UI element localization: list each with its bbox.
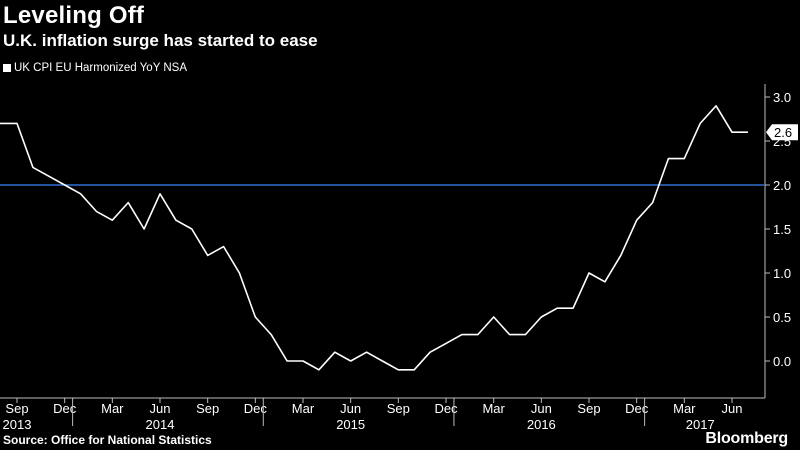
y-tick-label: 0.0 — [773, 354, 791, 369]
x-tick-label: Mar — [292, 401, 315, 416]
x-tick-label: Dec — [625, 401, 649, 416]
x-tick-label: Mar — [482, 401, 505, 416]
series-line-uk-cpi — [0, 105, 748, 371]
x-tick-label: Sep — [387, 401, 410, 416]
x-tick-label: Dec — [434, 401, 458, 416]
x-tick-label: Sep — [577, 401, 600, 416]
y-tick-label: 1.0 — [773, 266, 791, 281]
legend: UK CPI EU Harmonized YoY NSA — [3, 62, 187, 74]
y-tick-label: 0.5 — [773, 310, 791, 325]
x-tick-label: Mar — [673, 401, 696, 416]
x-tick-label: Dec — [244, 401, 268, 416]
x-tick-label: Mar — [101, 401, 124, 416]
x-tick-label: Sep — [196, 401, 219, 416]
brand-logo: Bloomberg — [705, 430, 788, 447]
x-tick-label: Jun — [722, 401, 743, 416]
x-tick-label: Jun — [150, 401, 171, 416]
y-tick-label: 1.5 — [773, 222, 791, 237]
x-year-label: 2017 — [686, 417, 715, 432]
footer: Source: Office for National Statistics B… — [0, 430, 800, 450]
last-value-label: 2.6 — [774, 125, 792, 140]
legend-label: UK CPI EU Harmonized YoY NSA — [14, 62, 188, 74]
y-tick-label: 2.0 — [773, 178, 791, 193]
x-year-label: 2014 — [146, 417, 175, 432]
chart-subtitle: U.K. inflation surge has started to ease — [3, 31, 318, 50]
x-tick-label: Dec — [53, 401, 77, 416]
chart-title: Leveling Off — [3, 2, 145, 29]
y-tick-label: 3.0 — [773, 90, 791, 105]
source-note: Source: Office for National Statistics — [3, 433, 212, 447]
x-year-label: 2016 — [527, 417, 556, 432]
x-year-label: 2015 — [336, 417, 365, 432]
x-tick-label: Sep — [5, 401, 28, 416]
x-tick-label: Jun — [340, 401, 361, 416]
legend-swatch-icon — [3, 64, 11, 72]
x-year-label: 2013 — [3, 417, 32, 432]
x-tick-label: Jun — [531, 401, 552, 416]
last-value-marker — [766, 124, 798, 141]
